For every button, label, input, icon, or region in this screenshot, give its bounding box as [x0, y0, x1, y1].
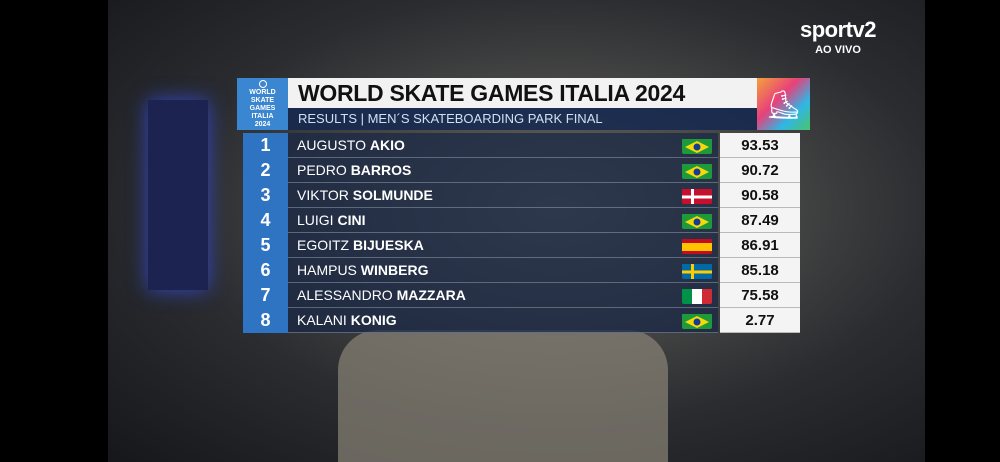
sweden-flag-icon — [682, 263, 712, 279]
last-name: AKIO — [369, 137, 405, 153]
channel-logo: sportv2 AO VIVO — [800, 18, 876, 57]
rank: 3 — [243, 183, 288, 208]
last-name: MAZZARA — [396, 287, 466, 303]
rank: 6 — [243, 258, 288, 283]
rank: 5 — [243, 233, 288, 258]
score: 86.91 — [720, 233, 800, 258]
channel-name: sportv2 — [800, 17, 876, 42]
result-row: 6 HAMPUS WINBERG 85.18 — [243, 258, 800, 283]
first-name: ALESSANDRO — [297, 287, 393, 303]
results-table: 1 AUGUSTO AKIO 93.53 2 PEDRO BARROS 90.72… — [243, 133, 800, 333]
spain-flag-icon — [682, 238, 712, 254]
result-row: 4 LUIGI CINI 87.49 — [243, 208, 800, 233]
live-label: AO VIVO — [815, 44, 861, 56]
first-name: LUIGI — [297, 212, 334, 228]
athlete-name: PEDRO BARROS — [288, 158, 718, 183]
last-name: WINBERG — [360, 262, 429, 278]
logo-text: ITALIA — [251, 113, 274, 120]
logo-text: SKATE — [250, 97, 275, 104]
first-name: PEDRO — [297, 162, 347, 178]
brazil-flag-icon — [682, 163, 712, 179]
first-name: AUGUSTO — [297, 137, 366, 153]
score: 93.53 — [720, 133, 800, 158]
italy-flag-icon — [682, 288, 712, 304]
brazil-flag-icon — [682, 213, 712, 229]
athlete-name: KALANI KONIG — [288, 308, 718, 333]
last-name: BIJUESKA — [353, 237, 424, 253]
logo-text: 2024 — [254, 121, 271, 128]
logo-text: GAMES — [249, 105, 276, 112]
score: 75.58 — [720, 283, 800, 308]
result-row: 5 EGOITZ BIJUESKA 86.91 — [243, 233, 800, 258]
athlete-name: HAMPUS WINBERG — [288, 258, 718, 283]
last-name: KONIG — [350, 312, 397, 328]
score: 90.58 — [720, 183, 800, 208]
rank: 7 — [243, 283, 288, 308]
athlete-name: EGOITZ BIJUESKA — [288, 233, 718, 258]
score: 90.72 — [720, 158, 800, 183]
rank: 1 — [243, 133, 288, 158]
athlete-name: LUIGI CINI — [288, 208, 718, 233]
result-row: 1 AUGUSTO AKIO 93.53 — [243, 133, 800, 158]
athlete-name: ALESSANDRO MAZZARA — [288, 283, 718, 308]
ring-icon — [258, 80, 267, 88]
stands — [148, 100, 208, 290]
athlete-name: VIKTOR SOLMUNDE — [288, 183, 718, 208]
athlete-name: AUGUSTO AKIO — [288, 133, 718, 158]
event-logo: WORLD SKATE GAMES ITALIA 2024 — [237, 78, 288, 130]
graphic-subtitle: RESULTS | MEN´S SKATEBOARDING PARK FINAL — [288, 108, 757, 130]
score: 87.49 — [720, 208, 800, 233]
last-name: BARROS — [350, 162, 412, 178]
score: 2.77 — [720, 308, 800, 333]
brazil-flag-icon — [682, 313, 712, 329]
rank: 2 — [243, 158, 288, 183]
brazil-flag-icon — [682, 138, 712, 154]
rank: 4 — [243, 208, 288, 233]
score: 85.18 — [720, 258, 800, 283]
first-name: VIKTOR — [297, 187, 349, 203]
result-row: 8 KALANI KONIG 2.77 — [243, 308, 800, 333]
logo-text: WORLD — [249, 89, 276, 96]
first-name: EGOITZ — [297, 237, 350, 253]
first-name: HAMPUS — [297, 262, 357, 278]
skate-bowl — [338, 330, 668, 462]
last-name: CINI — [337, 212, 366, 228]
result-row: 2 PEDRO BARROS 90.72 — [243, 158, 800, 183]
graphic-title: WORLD SKATE GAMES ITALIA 2024 — [288, 78, 757, 108]
result-row: 7 ALESSANDRO MAZZARA 75.58 — [243, 283, 800, 308]
rank: 8 — [243, 308, 288, 333]
last-name: SOLMUNDE — [352, 187, 433, 203]
result-row: 3 VIKTOR SOLMUNDE 90.58 — [243, 183, 800, 208]
skater-mascot-icon: ⛸ — [757, 78, 810, 130]
first-name: KALANI — [297, 312, 347, 328]
denmark-flag-icon — [682, 188, 712, 204]
